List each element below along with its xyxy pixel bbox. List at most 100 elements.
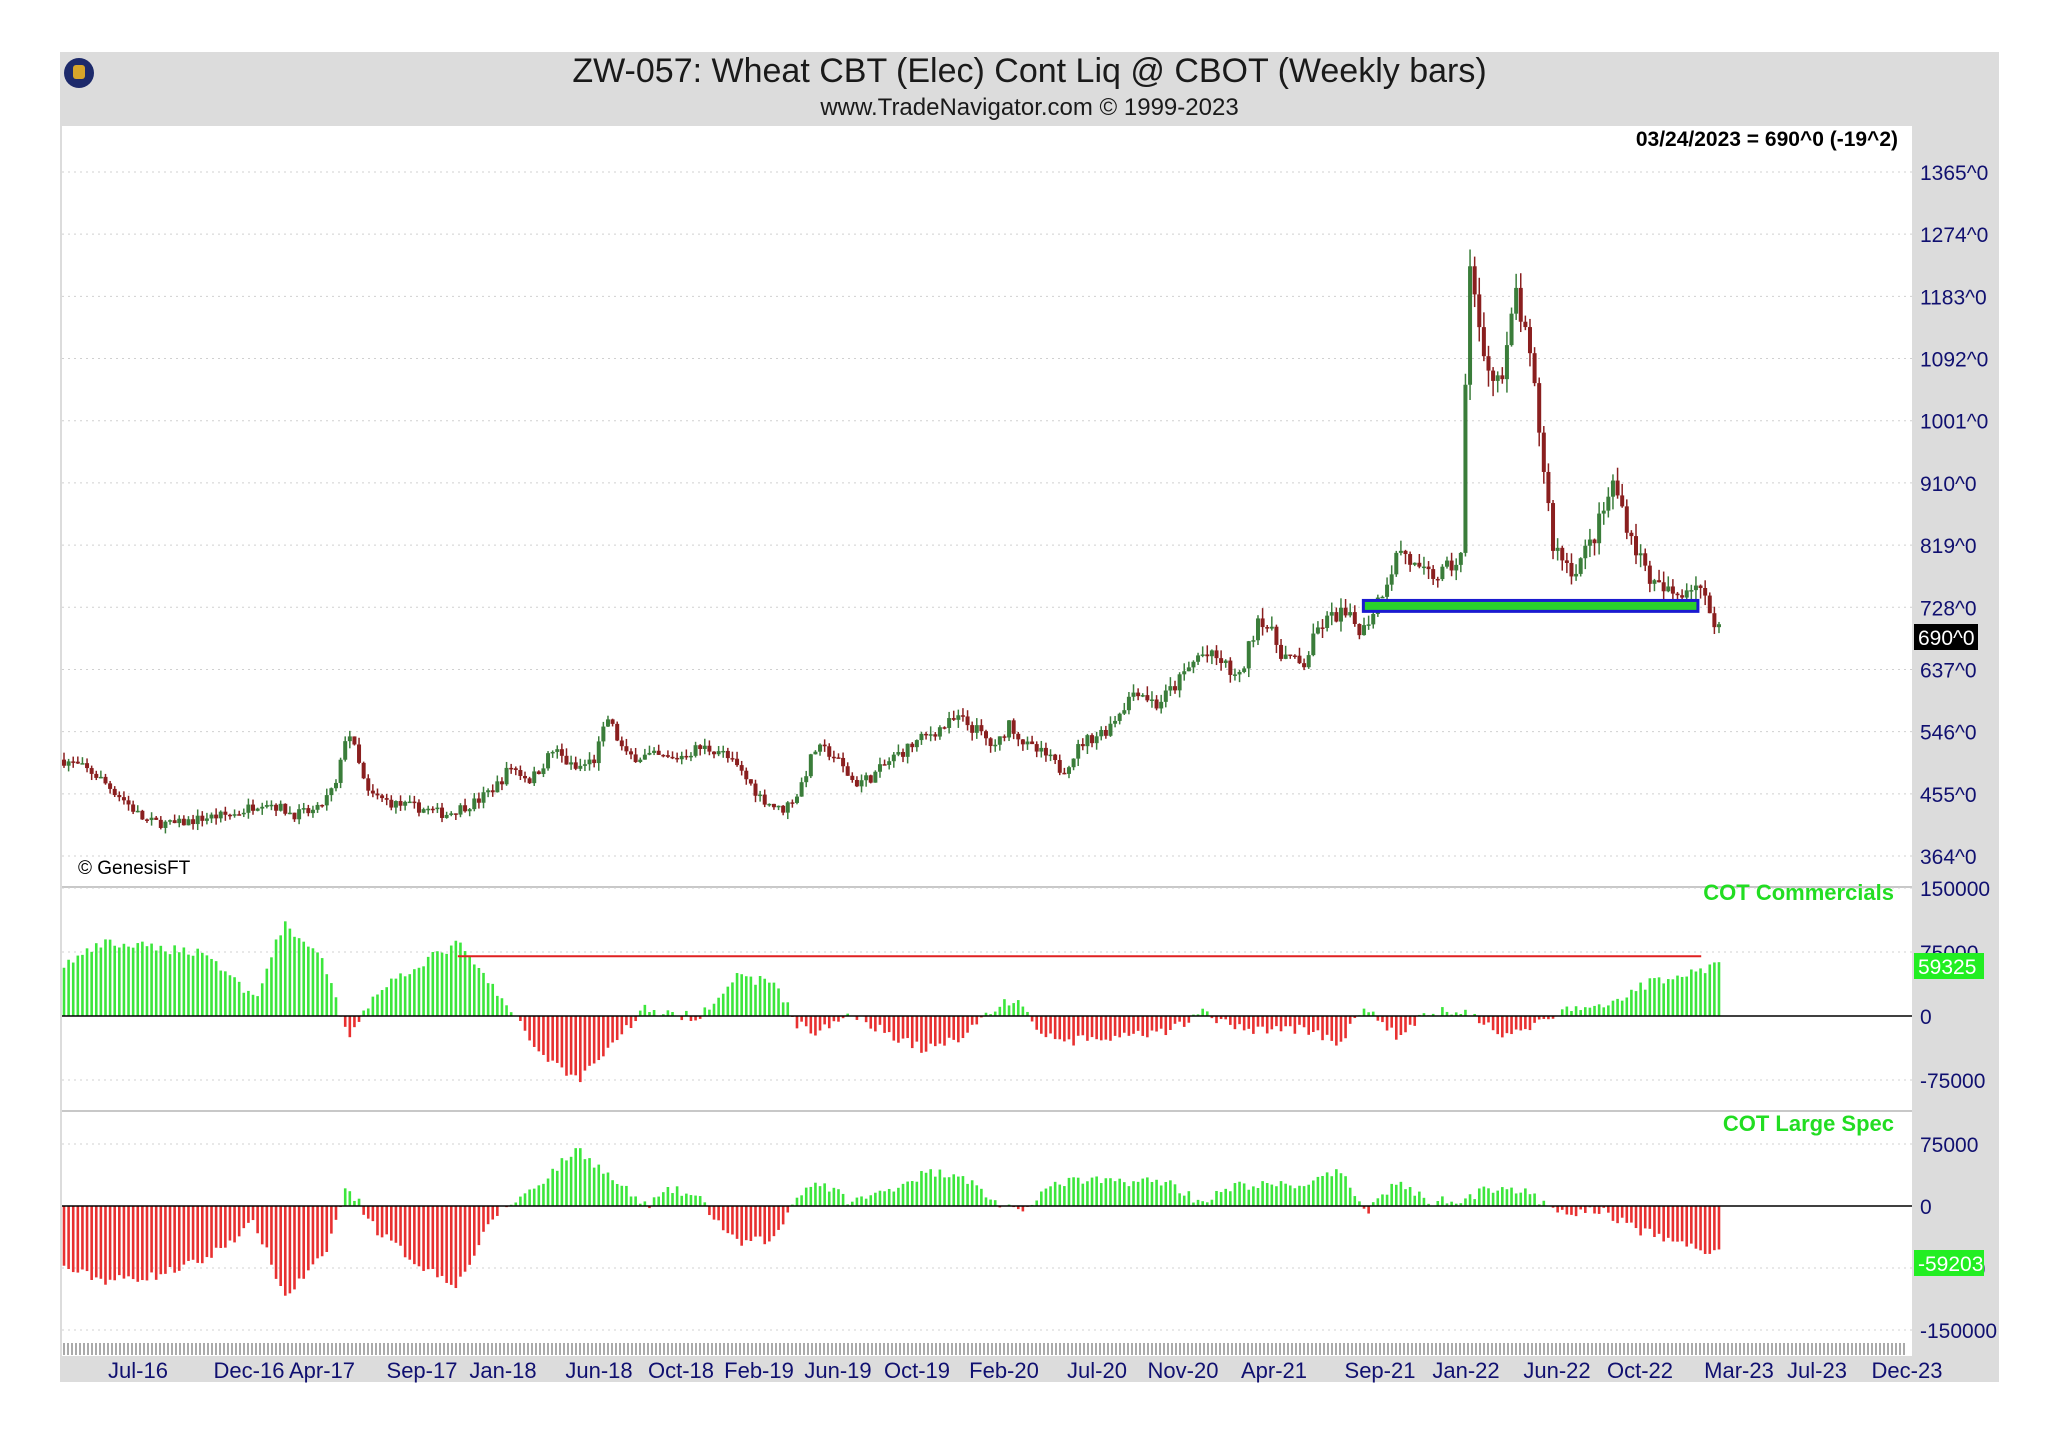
commercials-bar [274,939,278,1016]
commercials-bar [814,1016,817,1036]
commercials-bar [1602,1007,1606,1016]
large-spec-bar [781,1206,785,1225]
large-spec-bar [1252,1186,1255,1206]
price-candle [426,808,431,811]
commercials-bar [768,982,771,1016]
price-candle [1666,586,1671,592]
commercials-bar [1321,1016,1324,1041]
large-spec-bar [1671,1206,1675,1242]
price-candle [504,767,509,785]
large-spec-bar [666,1187,670,1206]
price-candle [965,716,970,726]
large-spec-bar [293,1206,296,1290]
commercials-bar [542,1016,545,1055]
commercials-bar [1565,1006,1569,1016]
price-candle [495,781,500,793]
large-spec-bar [897,1187,900,1206]
commercials-bar [1422,1013,1426,1016]
price-candle [1362,625,1367,636]
price-candle [532,771,537,784]
commercials-bar [777,988,780,1016]
commercials-bar [445,953,448,1016]
logo-icon[interactable] [64,58,94,88]
commercials-bar [1653,978,1656,1016]
price-candle [1196,655,1201,662]
price-candle [1601,510,1606,514]
price-candle [1113,720,1118,724]
large-spec-bar [1293,1188,1297,1206]
price-candle [1246,641,1251,669]
price-candle [1514,287,1519,314]
price-candle [721,750,726,753]
commercials-bar [648,1012,651,1016]
large-spec-bar [1090,1177,1094,1206]
large-spec-bar [878,1190,882,1206]
commercials-bar [685,1010,688,1016]
large-spec-bar [1436,1201,1440,1206]
large-spec-bar [1367,1206,1370,1214]
commercials-bar [1491,1016,1495,1031]
large-spec-bar [703,1202,707,1206]
commercials-bar [1118,1016,1121,1038]
large-spec-bar [311,1206,315,1265]
price-candle [103,776,108,784]
commercials-bar [247,990,250,1016]
price-candle [698,745,703,749]
large-spec-bar [1694,1206,1698,1249]
large-spec-bar [1035,1200,1039,1206]
commercials-bar [1597,1004,1601,1016]
price-candle [430,808,435,811]
large-spec-value-tag: -59203 [1918,1253,1983,1276]
commercials-bar [1574,1006,1578,1016]
price-candle [615,723,620,741]
price-candle [1472,266,1477,295]
price-candle [246,804,251,813]
commercials-bar [1487,1016,1490,1023]
price-candle [523,775,527,779]
commercials-bar [1090,1016,1094,1038]
y-tick-label: 637^0 [1920,659,1977,682]
large-spec-bar [1625,1206,1629,1223]
price-candle [1228,660,1233,675]
price-candle [841,757,846,767]
commercials-bar [869,1016,873,1029]
large-spec-bar [1510,1187,1513,1206]
price-candle [1173,686,1178,691]
commercials-bar [560,1016,564,1068]
price-candle [684,755,689,758]
large-spec-bar [671,1193,674,1206]
commercials-bar [1099,1016,1103,1041]
commercials-bar [708,1009,711,1016]
large-spec-bar [330,1206,333,1234]
large-spec-bar [588,1158,591,1206]
price-candle [366,778,371,791]
large-spec-bar [426,1206,430,1270]
commercials-bar [1404,1016,1407,1033]
commercials-bar [1265,1016,1269,1034]
commercials-bar [1385,1016,1389,1031]
price-candle [1076,744,1081,759]
large-spec-bar [417,1206,421,1267]
commercials-bar [1408,1016,1412,1025]
large-spec-bar [1616,1206,1619,1224]
commercials-bar [1344,1016,1347,1039]
price-candle [799,782,804,797]
large-spec-bar [496,1206,499,1216]
large-spec-bar [694,1195,697,1206]
commercials-bar [413,969,416,1016]
large-spec-bar [177,1206,181,1271]
commercials-bar [1441,1007,1444,1016]
price-candle [960,715,965,717]
commercials-bar [191,955,195,1016]
commercials-bar [1454,1012,1458,1016]
large-spec-bar [168,1206,172,1268]
price-candle [933,734,938,737]
price-candle [357,744,362,763]
large-spec-bar [472,1206,476,1256]
large-spec-bar [274,1206,278,1279]
price-candle [1634,536,1639,556]
price-candle [1454,564,1459,571]
commercials-bar [1067,1016,1071,1040]
large-spec-bar [468,1206,471,1265]
commercials-bar [1256,1016,1260,1027]
